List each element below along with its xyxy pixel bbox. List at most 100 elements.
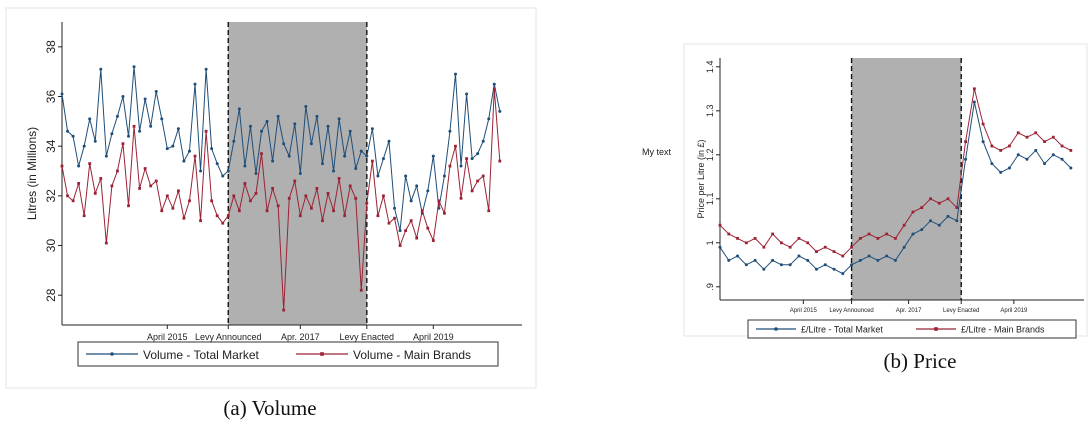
series-1-point [771,258,775,262]
series-2-point [165,194,169,198]
legend-marker-1 [110,352,114,356]
series-1-point [876,258,880,262]
series-2-point [160,209,164,213]
series-1-point [337,117,341,121]
series-2-point [1043,140,1046,143]
y-tick-label: 1.3 [705,105,715,118]
series-2-point [894,237,897,240]
y-tick-label: 1.1 [705,193,715,206]
series-2-point [326,191,330,195]
series-2-point [443,211,446,215]
series-2-point [210,199,214,203]
series-2-point [1025,135,1029,139]
series-1-point [293,122,297,126]
series-2-point [404,229,408,233]
series-1-point [937,223,941,227]
series-2-point [293,179,297,183]
series-1-point [132,65,136,69]
side-note-text: My text [642,147,672,157]
series-1-point [850,263,854,267]
series-1-point [1007,166,1011,170]
series-2-point [337,177,341,180]
x-tick-label: Levy Enacted [943,308,979,314]
series-2-point [459,196,463,200]
series-1-point [282,142,286,146]
series-2-point [199,219,202,223]
series-2-point [972,87,976,91]
series-2-point [929,197,932,201]
series-2-point [282,308,286,312]
series-2-point [448,164,452,168]
series-2-point [315,187,319,190]
series-2-point [1008,144,1011,148]
series-2-point [204,129,208,133]
price-chart-caption: (b) Price [883,349,957,373]
y-tick-label: 38 [44,40,58,54]
series-2-point [850,245,853,249]
series-2-point [876,237,880,240]
series-1-point [453,72,457,76]
series-2-point [132,124,136,128]
series-1-point [858,258,862,262]
series-2-point [104,241,108,245]
series-1-point [465,92,469,96]
series-1-point [304,104,308,108]
series-1-point [431,154,435,158]
series-2-point [221,221,225,225]
series-1-point [204,67,208,71]
legend-label-1: Volume - Total Market [143,348,259,362]
series-1-point [718,245,722,249]
series-1-point [814,267,818,271]
y-tick-label: 1.4 [705,61,715,74]
series-1-point [254,172,258,175]
series-2-point [370,159,374,163]
series-1-point [171,144,175,148]
series-2-point [481,174,485,178]
series-1-point [143,97,147,101]
series-1-point [370,127,374,131]
series-1-point [788,263,792,267]
series-1-point [885,254,889,258]
x-tick-label: Apr. 2017 [281,332,320,342]
series-1-point [946,214,950,218]
series-2-point [215,214,219,218]
chart-frame [5,7,537,389]
series-1-point [71,134,75,138]
series-1-point [1025,157,1029,161]
series-2-point [885,232,889,236]
series-2-point [487,209,491,213]
series-2-point [298,214,302,218]
volume-chart-panel: 28 30 32 34 36 38 Litres (in Millions) April 20… [0,0,540,439]
series-2-point [1069,149,1073,152]
series-1-point [176,127,180,131]
series-2-point [88,162,92,165]
series-1-point [309,142,313,146]
series-2-point [911,210,915,214]
series-1-point [442,174,446,178]
series-1-point [990,162,994,166]
series-1-point [426,189,430,193]
series-2-point [287,196,291,200]
series-1-point [470,157,474,161]
x-tick-label: Levy Announced [829,308,873,314]
series-1-point [154,90,158,94]
series-1-point [320,162,324,166]
series-2-point [77,182,81,185]
levy-period-shading [228,22,367,325]
series-2-point [93,191,97,195]
y-axis-label: Litres (in Millions) [25,127,39,220]
series-1-point [911,232,915,236]
series-1-point [999,170,1003,174]
series-1-point [226,169,230,173]
series-2-point [121,142,125,146]
series-1-point [359,149,363,153]
legend-marker-2 [934,327,938,331]
series-2-point [99,177,103,180]
series-1-point [487,117,491,121]
price-chart: .9 1 1.1 1.2 1.3 1.4 Price per Litre (in £) Apr… [683,43,1088,339]
legend-label-2: Volume - Main Brands [353,348,471,362]
series-2-point [981,122,985,126]
legend-marker-2 [320,352,324,356]
series-line-1 [61,66,501,231]
x-tick-label: April 2015 [147,332,188,342]
